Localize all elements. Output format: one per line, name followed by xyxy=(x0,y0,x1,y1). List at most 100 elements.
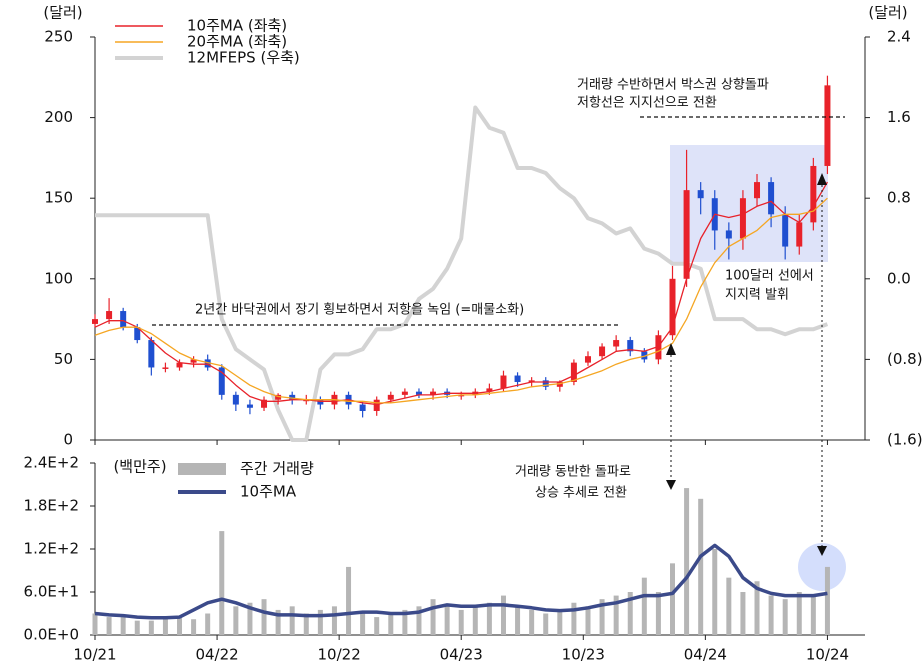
annotation: 거래량 수반하면서 박스권 상향돌파 xyxy=(577,78,769,93)
candle-body xyxy=(162,367,169,369)
y-tick-label: 100 xyxy=(44,269,73,287)
annotation: 상승 추세로 전환 xyxy=(535,486,627,501)
x-tick-label: 10/24 xyxy=(806,646,849,664)
y-tick-label: 150 xyxy=(44,189,73,207)
x-tick-label: 10/23 xyxy=(562,646,605,664)
volume-bar xyxy=(740,592,746,635)
highlight-circle xyxy=(798,543,846,591)
volume-bar xyxy=(388,613,394,635)
volume-bar xyxy=(824,566,830,635)
y2-tick-label: 0.8 xyxy=(887,189,911,207)
candle-body xyxy=(458,394,465,397)
candle-body xyxy=(641,351,648,360)
candle-body xyxy=(275,394,282,400)
volume-bar xyxy=(627,592,633,635)
eps-line xyxy=(95,105,829,442)
volume-ma-line xyxy=(94,543,828,620)
volume-bar xyxy=(726,577,732,635)
ma-line xyxy=(94,181,828,406)
x-tick-label: 10/22 xyxy=(318,646,361,664)
candle-body xyxy=(725,230,732,239)
volume-bar xyxy=(303,613,309,635)
candle-body xyxy=(134,327,141,341)
volume-bar xyxy=(486,602,492,635)
legend-label: 20주MA (좌축) xyxy=(187,33,287,51)
volume-bar xyxy=(402,609,408,635)
y2-tick-label: (0.8) xyxy=(887,350,923,368)
candle-body xyxy=(627,340,634,352)
x-tick-label: 04/23 xyxy=(440,646,483,664)
candle-body xyxy=(373,399,380,411)
candle-body xyxy=(584,356,591,363)
y2-axis-unit: (달러) xyxy=(868,4,907,22)
volume-bar xyxy=(557,609,563,635)
volume-bar xyxy=(430,599,436,635)
volume-bar xyxy=(458,609,464,635)
annotation: 저항선은 지지선으로 전환 xyxy=(577,96,717,111)
candle-body xyxy=(542,380,549,387)
annotation: 지지력 발휘 xyxy=(725,288,789,303)
volume-bar xyxy=(599,599,605,635)
volume-bar xyxy=(92,613,98,635)
volume-bar xyxy=(416,606,422,635)
volume-bar xyxy=(360,613,366,635)
y-tick-label: 1.2E+2 xyxy=(24,540,79,558)
volume-bar xyxy=(177,617,183,635)
legend-label: 12MFEPS (우축) xyxy=(187,49,300,67)
volume-bar xyxy=(613,595,619,635)
volume-bar xyxy=(205,613,211,635)
y2-tick-label: 2.4 xyxy=(887,28,911,46)
volume-bar xyxy=(515,606,521,635)
volume-bar xyxy=(641,577,647,635)
annotation: 거래량 동반한 돌파로 xyxy=(515,465,631,480)
volume-bar xyxy=(810,595,816,635)
candle-body xyxy=(92,319,98,324)
legend-label: 주간 거래량 xyxy=(240,460,314,478)
volume-bar xyxy=(655,592,661,635)
volume-bar xyxy=(134,620,140,635)
volume-bar xyxy=(106,617,112,635)
candle-body xyxy=(528,380,535,382)
arrow-head xyxy=(666,480,676,490)
annotation: 100달러 선에서 xyxy=(725,269,814,284)
candle-body xyxy=(486,388,493,392)
volume-bar xyxy=(698,498,704,635)
candle-body xyxy=(401,391,408,395)
volume-bar xyxy=(247,602,253,635)
candle-body xyxy=(218,367,225,395)
candle-body xyxy=(739,198,746,239)
candle-body xyxy=(359,404,366,411)
volume-bar xyxy=(543,613,549,635)
y2-tick-label: 1.6 xyxy=(887,108,911,126)
candle-body xyxy=(500,375,507,389)
arrow-head xyxy=(817,173,827,185)
y-axis-unit: (달러) xyxy=(43,4,82,22)
volume-bar xyxy=(120,617,126,635)
volume-bar xyxy=(162,617,168,635)
candle-body xyxy=(570,362,577,382)
volume-axis-unit: (백만주) xyxy=(113,458,166,476)
candle-body xyxy=(669,278,676,336)
x-tick-label: 10/21 xyxy=(73,646,116,664)
ma-line xyxy=(94,197,828,404)
candle-body xyxy=(556,381,563,387)
candle-body xyxy=(782,214,789,247)
volume-bar xyxy=(317,609,323,635)
candle-body xyxy=(754,182,761,199)
x-tick-label: 04/22 xyxy=(195,646,238,664)
y-tick-label: 200 xyxy=(44,108,73,126)
candle-body xyxy=(655,335,662,360)
candle-body xyxy=(261,399,268,408)
legend-label: 10주MA xyxy=(240,483,297,501)
y2-tick-label: (1.6) xyxy=(887,431,923,449)
volume-bar xyxy=(670,563,675,635)
candle-body xyxy=(232,394,239,405)
volume-bar xyxy=(374,617,380,635)
candle-body xyxy=(430,391,437,395)
candle-body xyxy=(796,222,803,247)
volume-bar xyxy=(782,599,788,635)
legend-swatch xyxy=(178,463,226,475)
y-tick-label: 50 xyxy=(54,350,73,368)
candle-body xyxy=(148,340,155,368)
